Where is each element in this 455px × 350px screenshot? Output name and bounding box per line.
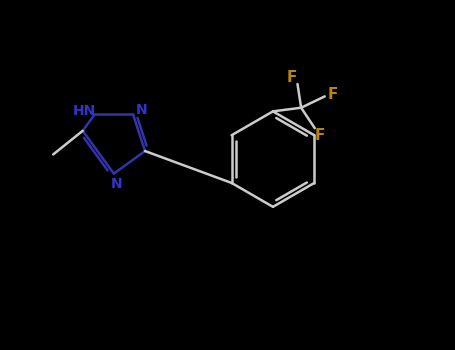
Text: F: F (314, 128, 324, 143)
Text: F: F (287, 70, 297, 85)
Text: F: F (328, 86, 338, 102)
Text: N: N (110, 177, 122, 191)
Text: N: N (136, 103, 147, 117)
Text: HN: HN (73, 104, 96, 118)
